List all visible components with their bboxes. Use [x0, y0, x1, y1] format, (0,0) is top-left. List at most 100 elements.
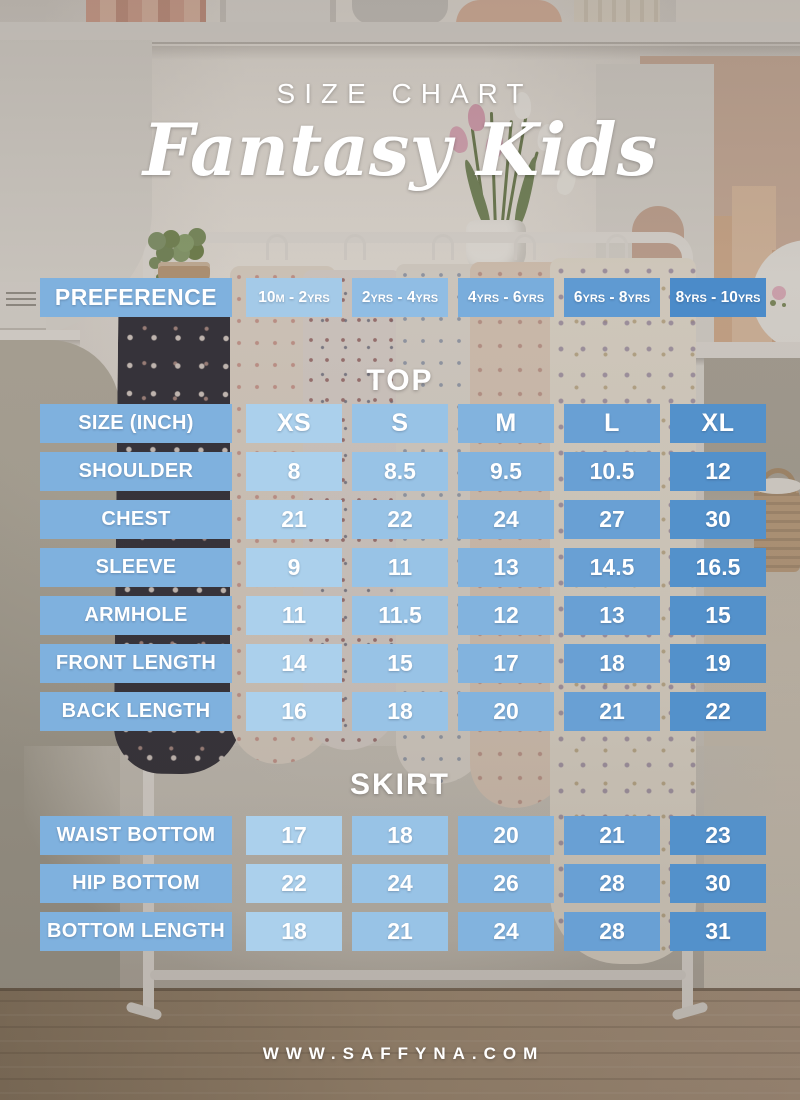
left-shelf-books: [0, 282, 46, 332]
size-value-cell: 22: [352, 500, 448, 539]
pink-flower: [772, 286, 786, 300]
skirt-section-heading: SKIRT: [350, 768, 450, 801]
age-range-cell: 6YRS - 8YRS: [564, 278, 660, 317]
left-shelf-board: [0, 330, 80, 340]
size-value-cell: 16: [246, 692, 342, 731]
size-value-cell: 9: [246, 548, 342, 587]
row-label-cell: BOTTOM LENGTH: [40, 912, 232, 951]
size-value-cell: 24: [458, 500, 554, 539]
row-label-cell: SLEEVE: [40, 548, 232, 587]
size-value-cell: 17: [246, 816, 342, 855]
size-value-cell: 20: [458, 816, 554, 855]
row-label-cell: WAIST BOTTOM: [40, 816, 232, 855]
table-row: BOTTOM LENGTH 18 21 24 28 31: [40, 912, 766, 951]
size-value-cell: 14: [246, 644, 342, 683]
row-label-cell: ARMHOLE: [40, 596, 232, 635]
website-url: WWW.SAFFYNA.COM: [262, 1044, 545, 1063]
table-row: SHOULDER 8 8.5 9.5 10.5 12: [40, 452, 766, 491]
size-value-cell: 20: [458, 692, 554, 731]
size-value-cell: 26: [458, 864, 554, 903]
floor-edge-line: [0, 988, 800, 991]
row-label-cell: BACK LENGTH: [40, 692, 232, 731]
right-shelf-board: [688, 342, 800, 358]
hanger-hook: [344, 234, 366, 260]
table-row: CHEST 21 22 24 27 30: [40, 500, 766, 539]
size-value-cell: 30: [670, 500, 766, 539]
size-value-cell: 24: [458, 912, 554, 951]
page-title: SIZE CHART: [276, 78, 533, 109]
size-value-cell: 22: [246, 864, 342, 903]
size-value-cell: 28: [564, 912, 660, 951]
size-value-cell: 13: [564, 596, 660, 635]
size-value-cell: 21: [352, 912, 448, 951]
shelf-decor-pillar: [574, 0, 660, 24]
table-row: HIP BOTTOM 22 24 26 28 30: [40, 864, 766, 903]
size-value-cell: 14.5: [564, 548, 660, 587]
row-label-cell: HIP BOTTOM: [40, 864, 232, 903]
size-value-cell: 8: [246, 452, 342, 491]
row-label-cell: CHEST: [40, 500, 232, 539]
preference-label: PREFERENCE: [40, 278, 232, 317]
hanger-hook: [606, 234, 628, 260]
size-unit-label: SIZE (INCH): [40, 404, 232, 443]
hanger-hook: [266, 234, 288, 260]
size-header-cell: S: [352, 404, 448, 443]
size-value-cell: 18: [246, 912, 342, 951]
rack-crossbar: [150, 970, 686, 980]
size-header-cell: M: [458, 404, 554, 443]
preference-row: PREFERENCE 10M - 2YRS 2YRS - 4YRS 4YRS -…: [40, 278, 766, 317]
potted-plant: [148, 232, 166, 250]
table-row: SLEEVE 9 11 13 14.5 16.5: [40, 548, 766, 587]
shelf-decor-arch: [456, 0, 562, 24]
size-value-cell: 12: [458, 596, 554, 635]
size-value-cell: 18: [564, 644, 660, 683]
size-header-cell: L: [564, 404, 660, 443]
age-range-cell: 4YRS - 6YRS: [458, 278, 554, 317]
size-value-cell: 21: [246, 500, 342, 539]
age-range-cell: 10M - 2YRS: [246, 278, 342, 317]
size-value-cell: 19: [670, 644, 766, 683]
size-value-cell: 23: [670, 816, 766, 855]
top-section-heading: TOP: [366, 364, 434, 397]
age-range-cell: 2YRS - 4YRS: [352, 278, 448, 317]
shelf-decor-box: [676, 0, 800, 24]
hanger-hook: [176, 234, 198, 260]
size-value-cell: 16.5: [670, 548, 766, 587]
size-value-cell: 30: [670, 864, 766, 903]
hanger-hook: [514, 234, 536, 260]
size-value-cell: 17: [458, 644, 554, 683]
size-value-cell: 11: [246, 596, 342, 635]
top-shelf-shadow: [0, 46, 800, 60]
size-value-cell: 18: [352, 692, 448, 731]
size-value-cell: 12: [670, 452, 766, 491]
table-row: BACK LENGTH 16 18 20 21 22: [40, 692, 766, 731]
size-value-cell: 11.5: [352, 596, 448, 635]
size-value-cell: 15: [352, 644, 448, 683]
top-shelf-board: [0, 22, 800, 44]
size-value-cell: 27: [564, 500, 660, 539]
table-row: WAIST BOTTOM 17 18 20 21 23: [40, 816, 766, 855]
size-value-cell: 22: [670, 692, 766, 731]
size-value-cell: 21: [564, 692, 660, 731]
size-header-cell: XL: [670, 404, 766, 443]
size-value-cell: 15: [670, 596, 766, 635]
size-value-cell: 21: [564, 816, 660, 855]
brand-title: Fantasy Kids: [142, 107, 658, 192]
shelf-decor-frames: [220, 0, 336, 24]
size-value-cell: 18: [352, 816, 448, 855]
row-label-cell: FRONT LENGTH: [40, 644, 232, 683]
hanger-hook: [432, 234, 454, 260]
size-value-cell: 31: [670, 912, 766, 951]
size-value-cell: 8.5: [352, 452, 448, 491]
size-value-cell: 10.5: [564, 452, 660, 491]
size-value-cell: 11: [352, 548, 448, 587]
row-label-cell: SHOULDER: [40, 452, 232, 491]
age-range-cell: 8YRS - 10YRS: [670, 278, 766, 317]
size-header-row: SIZE (INCH) XS S M L XL: [40, 404, 766, 443]
table-row: ARMHOLE 11 11.5 12 13 15: [40, 596, 766, 635]
size-value-cell: 28: [564, 864, 660, 903]
shelf-decor-vase: [352, 0, 448, 24]
size-header-cell: XS: [246, 404, 342, 443]
size-value-cell: 9.5: [458, 452, 554, 491]
